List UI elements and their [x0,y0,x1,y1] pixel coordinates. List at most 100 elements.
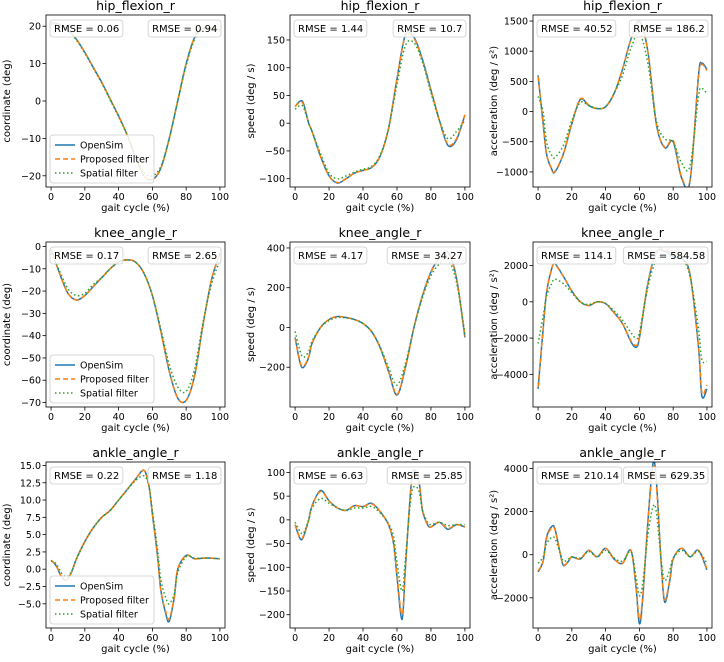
x-tick-label: 60 [146,412,158,423]
y-tick-label: −4000 [496,370,528,381]
x-tick-label: 20 [566,412,578,423]
series-line-proposed-filter [537,464,708,621]
series-line-proposed-filter [537,21,708,187]
y-tick-label: 150 [267,35,285,46]
rmse-label-right: RMSE = 10.7 [397,24,462,35]
series-line-proposed-filter [50,248,221,404]
y-tick-label: −2.5 [18,582,41,593]
series-line-spatial-filter [294,258,466,386]
series-line-opensim [537,462,708,625]
x-tick-label: 60 [391,633,403,644]
x-tick-label: 80 [425,192,437,203]
rmse-label-left: RMSE = 1.44 [298,24,363,35]
y-tick-label: −5.0 [18,599,41,610]
rmse-box-right [386,466,467,485]
rmse-label-left: RMSE = 40.52 [541,24,613,35]
y-tick-label: 2.5 [26,547,41,558]
y-tick-label: 0 [279,515,285,526]
y-tick-label: −20 [21,171,41,182]
legend-box [49,575,155,625]
series-line-spatial-filter [294,485,465,592]
x-tick-label: 40 [357,633,369,644]
rmse-label-right: RMSE = 1.18 [152,471,217,482]
rmse-box-right [622,466,709,485]
y-tick-label: 0 [279,323,285,334]
legend-label: OpenSim [80,582,123,593]
y-tick-label: −100 [259,563,285,574]
y-tick-label: −2000 [496,593,528,604]
rmse-box-left [49,19,124,38]
x-axis-label: gait cycle (%) [346,644,415,655]
x-tick-label: 100 [698,412,716,423]
rmse-label-left: RMSE = 114.1 [541,251,613,262]
y-tick-label: 500 [510,77,528,88]
y-tick-label: −70 [21,398,41,409]
x-axis-label: gait cycle (%) [588,203,657,214]
rmse-label-left: RMSE = 4.17 [298,251,363,262]
x-tick-label: 60 [146,192,158,203]
y-tick-label: 15.0 [20,461,41,472]
y-tick-label: −200 [259,363,285,374]
x-tick-label: 80 [180,633,192,644]
rmse-label-left: RMSE = 0.06 [54,24,119,35]
x-axis-label: gait cycle (%) [101,423,170,434]
x-tick-label: 40 [113,412,125,423]
y-tick-label: 2000 [504,507,528,518]
y-tick-label: −1000 [496,167,528,178]
y-tick-label: −150 [259,587,285,598]
y-tick-label: 50 [273,492,285,503]
axes-frame [532,241,713,408]
series-line-proposed-filter [50,469,220,621]
x-tick-label: 60 [633,412,645,423]
y-tick-label: −50 [265,539,285,550]
x-axis-label: gait cycle (%) [346,423,415,434]
rmse-box-left [536,246,617,265]
y-tick-label: 1500 [504,17,528,28]
y-tick-label: 0 [522,550,528,561]
y-tick-label: −50 [265,146,285,157]
x-tick-label: 20 [79,192,91,203]
legend-label: Spatial filter [80,389,138,400]
x-tick-label: 0 [292,633,298,644]
y-tick-label: 0 [522,297,528,308]
x-tick-label: 20 [323,412,335,423]
x-tick-label: 60 [146,633,158,644]
series-line-opensim [294,30,466,184]
x-tick-label: 100 [211,633,229,644]
y-axis-label: acceleration (deg / s²) [489,269,500,379]
legend-label: Spatial filter [80,610,138,621]
x-tick-label: 100 [698,192,716,203]
x-tick-label: 0 [48,633,54,644]
x-tick-label: 100 [211,412,229,423]
y-tick-label: 1000 [504,47,528,58]
subplot-title: hip_flexion_r [341,0,421,13]
subplot-title: hip_flexion_r [583,0,663,13]
rmse-box-right [386,246,467,265]
x-axis-label: gait cycle (%) [588,423,657,434]
x-tick-label: 20 [566,192,578,203]
series-line-proposed-filter [294,251,466,395]
series-line-opensim [294,250,466,396]
subplot-7: ankle_angle_r 0 20 40 60 80 100 −200 −150 −100 −50… [246,445,474,655]
legend-label: Proposed filter [80,375,149,386]
y-tick-label: 7.5 [26,513,41,524]
legend-label: Proposed filter [80,155,149,166]
rmse-box-right [622,246,709,265]
series-line-spatial-filter [537,31,708,172]
series-line-spatial-filter [537,255,708,364]
subplot-title: knee_angle_r [581,225,665,240]
rmse-box-right [392,19,467,38]
rmse-label-right: RMSE = 629.35 [627,471,705,482]
x-tick-label: 80 [667,412,679,423]
y-tick-label: 10.0 [20,496,41,507]
x-tick-label: 0 [48,412,54,423]
x-tick-label: 100 [456,192,474,203]
y-tick-label: 12.5 [20,478,41,489]
series-line-spatial-filter [50,474,220,605]
y-tick-label: 200 [267,283,285,294]
x-axis-label: gait cycle (%) [588,644,657,655]
y-tick-label: −10 [21,264,41,275]
x-tick-label: 40 [113,633,125,644]
y-tick-label: 0.0 [26,565,41,576]
y-axis-label: speed (deg / s) [246,63,257,138]
